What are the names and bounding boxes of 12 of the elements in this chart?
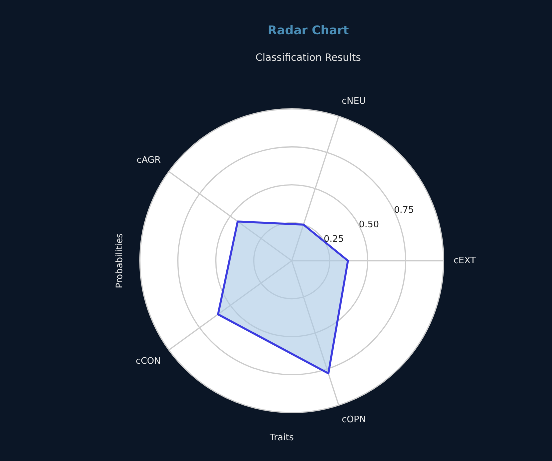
y-tick-label: 0.50 [359, 220, 380, 230]
y-tick-label: 0.75 [394, 206, 414, 216]
text: Traits [268, 433, 294, 444]
spoke-label: cCON [136, 356, 162, 367]
spoke-label: cEXT [454, 256, 476, 266]
chart-subtitle: Classification Results [256, 52, 362, 64]
spoke-label: cAGR [136, 156, 162, 166]
spoke-label: cNEU [342, 97, 366, 108]
spoke-label: cOPN [342, 416, 366, 426]
chart-title: Radar Chart [268, 23, 350, 38]
y-tick-label: 0.25 [324, 234, 344, 245]
text: Probabilities [115, 233, 126, 288]
